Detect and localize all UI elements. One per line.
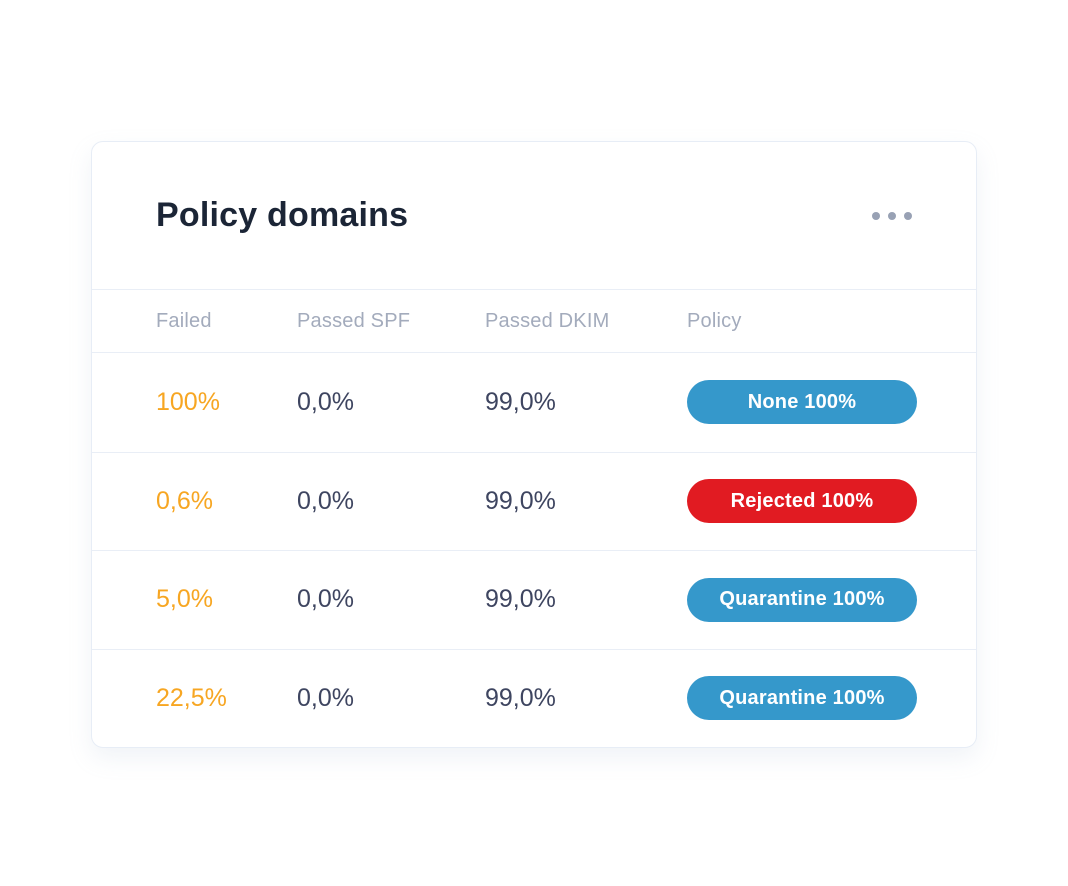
table-header-row: Failed Passed SPF Passed DKIM Policy [92,289,976,353]
passed-spf-value: 0,0% [297,585,354,614]
column-header-passed-dkim: Passed DKIM [485,309,610,332]
failed-value: 100% [156,387,220,416]
policy-badge[interactable]: Quarantine 100% [687,577,917,622]
column-header-failed: Failed [156,309,212,332]
passed-dkim-value: 99,0% [485,585,556,614]
policy-badge[interactable]: None 100% [687,380,917,425]
ellipsis-icon [888,211,896,220]
passed-dkim-value: 99,0% [485,387,556,416]
policy-domains-card: Policy domains Failed Passed SPF Passed … [91,141,977,748]
passed-dkim-value: 99,0% [485,486,556,515]
policy-badge[interactable]: Quarantine 100% [687,676,917,721]
ellipsis-icon [872,211,880,220]
failed-value: 0,6% [156,486,213,515]
table-row: 22,5% 0,0% 99,0% Quarantine 100% [92,648,976,748]
failed-value: 22,5% [156,683,227,712]
passed-dkim-value: 99,0% [485,683,556,712]
ellipsis-icon [904,211,912,220]
passed-spf-value: 0,0% [297,486,354,515]
passed-spf-value: 0,0% [297,683,354,712]
page-title: Policy domains [156,196,409,234]
card-header: Policy domains [92,142,976,289]
column-header-policy: Policy [687,309,742,332]
table-row: 5,0% 0,0% 99,0% Quarantine 100% [92,550,976,649]
passed-spf-value: 0,0% [297,387,354,416]
policy-badge[interactable]: Rejected 100% [687,479,917,524]
failed-value: 5,0% [156,585,213,614]
table-row: 100% 0,0% 99,0% None 100% [92,353,976,452]
ellipsis-menu-button[interactable] [868,202,916,230]
table-row: 0,6% 0,0% 99,0% Rejected 100% [92,451,976,551]
column-header-passed-spf: Passed SPF [297,309,411,332]
